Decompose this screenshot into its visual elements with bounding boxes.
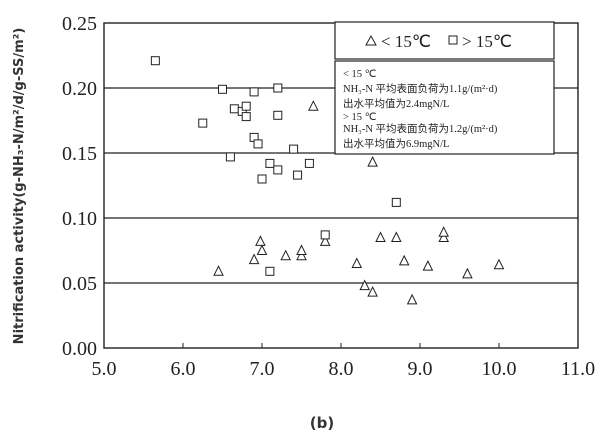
point-above-15 bbox=[150, 56, 160, 66]
point-below-15 bbox=[422, 259, 434, 271]
x-tick-label: 9.0 bbox=[408, 358, 433, 380]
point-above-15 bbox=[273, 110, 283, 120]
data-points bbox=[150, 56, 505, 305]
note-below-15-title: < 15 ℃ bbox=[343, 69, 377, 80]
point-above-15 bbox=[229, 104, 239, 114]
point-above-15 bbox=[293, 170, 303, 180]
legend-entry-above-15: > 15℃ bbox=[462, 32, 512, 51]
point-above-15 bbox=[273, 83, 283, 93]
point-below-15 bbox=[493, 258, 505, 270]
note-below-15-effluent: 出水平均值为2.4mgN/L bbox=[343, 97, 449, 110]
point-below-15 bbox=[319, 235, 331, 246]
point-below-15 bbox=[255, 235, 266, 246]
point-below-15 bbox=[359, 279, 371, 291]
point-below-15 bbox=[390, 231, 402, 242]
y-tick-label: 0.20 bbox=[62, 78, 97, 100]
point-above-15 bbox=[289, 144, 299, 154]
point-below-15 bbox=[462, 267, 473, 279]
legend-notes-box bbox=[334, 60, 555, 155]
point-below-15 bbox=[296, 249, 307, 261]
note-below-15-load: NH₃-N 平均表面负荷为1.1g/(m²·d) bbox=[343, 82, 498, 95]
point-below-15 bbox=[280, 249, 292, 261]
point-above-15 bbox=[225, 152, 235, 162]
point-below-15 bbox=[406, 293, 418, 305]
point-below-15 bbox=[256, 244, 268, 255]
x-tick-label: 11.0 bbox=[561, 358, 595, 380]
figure-caption: (b) bbox=[310, 414, 334, 432]
legend-triangle-marker bbox=[365, 34, 377, 46]
y-tick-label: 0.25 bbox=[62, 13, 97, 35]
legend-box bbox=[334, 21, 555, 60]
legend: < 15℃ > 15℃ < 15 ℃ NH₃-N 平均表面负荷为1.1g/(m²… bbox=[334, 21, 555, 155]
point-above-15 bbox=[391, 197, 401, 207]
y-tick-label: 0.10 bbox=[62, 208, 97, 230]
point-above-15 bbox=[241, 101, 251, 111]
legend-square-marker bbox=[448, 35, 458, 45]
point-below-15 bbox=[308, 100, 319, 111]
legend-entry-below-15: < 15℃ bbox=[381, 32, 431, 51]
note-above-15-effluent: 出水平均值为6.9mgN/L bbox=[343, 137, 449, 150]
point-below-15 bbox=[398, 254, 410, 266]
point-above-15 bbox=[218, 84, 227, 94]
point-above-15 bbox=[249, 87, 259, 97]
note-above-15-load: NH₃-N 平均表面负荷为1.2g/(m²·d) bbox=[343, 122, 498, 135]
x-tick-label: 7.0 bbox=[250, 358, 275, 380]
y-tick-label: 0.05 bbox=[62, 273, 97, 295]
y-tick-label: 0.15 bbox=[62, 143, 97, 165]
point-above-15 bbox=[198, 118, 208, 128]
point-above-15 bbox=[304, 158, 314, 168]
y-tick-label: 0.00 bbox=[62, 338, 97, 360]
point-above-15 bbox=[265, 158, 275, 168]
x-tick-label: 8.0 bbox=[329, 358, 354, 380]
x-tick-label: 10.0 bbox=[482, 358, 517, 380]
point-below-15 bbox=[248, 253, 260, 265]
x-tick-label: 5.0 bbox=[92, 358, 117, 380]
x-tick-label: 6.0 bbox=[171, 358, 196, 380]
point-above-15 bbox=[257, 174, 267, 184]
point-below-15 bbox=[351, 257, 363, 268]
point-below-15 bbox=[296, 244, 307, 255]
point-below-15 bbox=[213, 265, 224, 276]
point-above-15 bbox=[320, 230, 330, 240]
point-above-15 bbox=[265, 266, 275, 276]
point-above-15 bbox=[273, 165, 283, 175]
point-below-15 bbox=[438, 226, 450, 237]
point-below-15 bbox=[438, 231, 450, 242]
point-below-15 bbox=[375, 231, 386, 242]
tick-labels: 0.00 0.05 0.10 0.15 0.20 0.25 5.0 6.0 7.0 8.0 9.0 1… bbox=[62, 13, 595, 380]
y-axis-label: Nitrification activity(g-NH₃-N/m²/d/g-SS… bbox=[12, 28, 27, 345]
point-above-15 bbox=[253, 139, 263, 149]
point-below-15 bbox=[367, 155, 378, 167]
point-below-15 bbox=[367, 285, 378, 297]
note-above-15-title: > 15 ℃ bbox=[343, 112, 377, 123]
point-above-15 bbox=[241, 112, 251, 122]
